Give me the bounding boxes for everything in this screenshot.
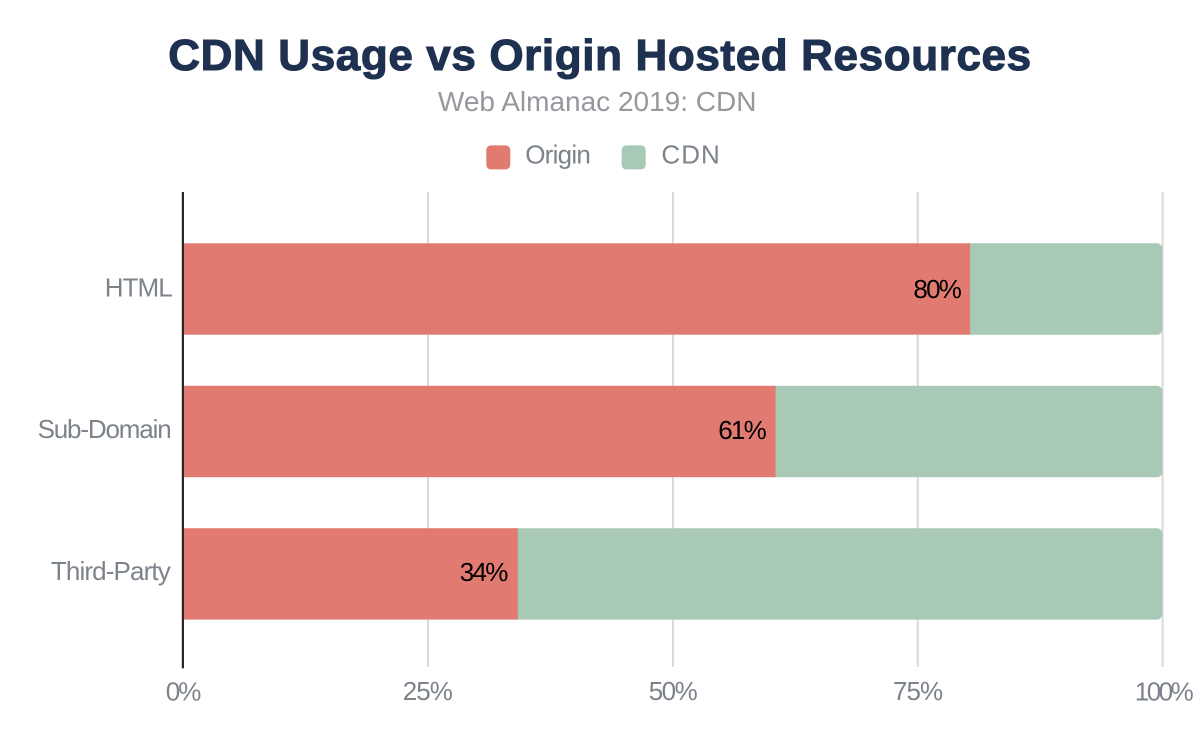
svg-text:75%: 75% — [893, 676, 943, 706]
svg-text:Third-Party: Third-Party — [51, 556, 171, 586]
svg-text:61%: 61% — [718, 415, 766, 445]
svg-text:80%: 80% — [913, 274, 961, 304]
svg-text:0%: 0% — [166, 676, 202, 706]
svg-text:CDN: CDN — [661, 140, 720, 170]
svg-text:25%: 25% — [403, 676, 453, 706]
svg-text:Sub-Domain: Sub-Domain — [38, 414, 171, 444]
svg-text:Web Almanac 2019: CDN: Web Almanac 2019: CDN — [438, 86, 757, 117]
svg-text:CDN Usage vs Origin Hosted Res: CDN Usage vs Origin Hosted Resources — [168, 31, 1031, 80]
svg-text:100%: 100% — [1135, 676, 1194, 706]
svg-text:Origin: Origin — [525, 140, 590, 170]
svg-text:34%: 34% — [460, 557, 508, 587]
svg-text:HTML: HTML — [105, 273, 173, 303]
svg-text:50%: 50% — [649, 676, 698, 706]
